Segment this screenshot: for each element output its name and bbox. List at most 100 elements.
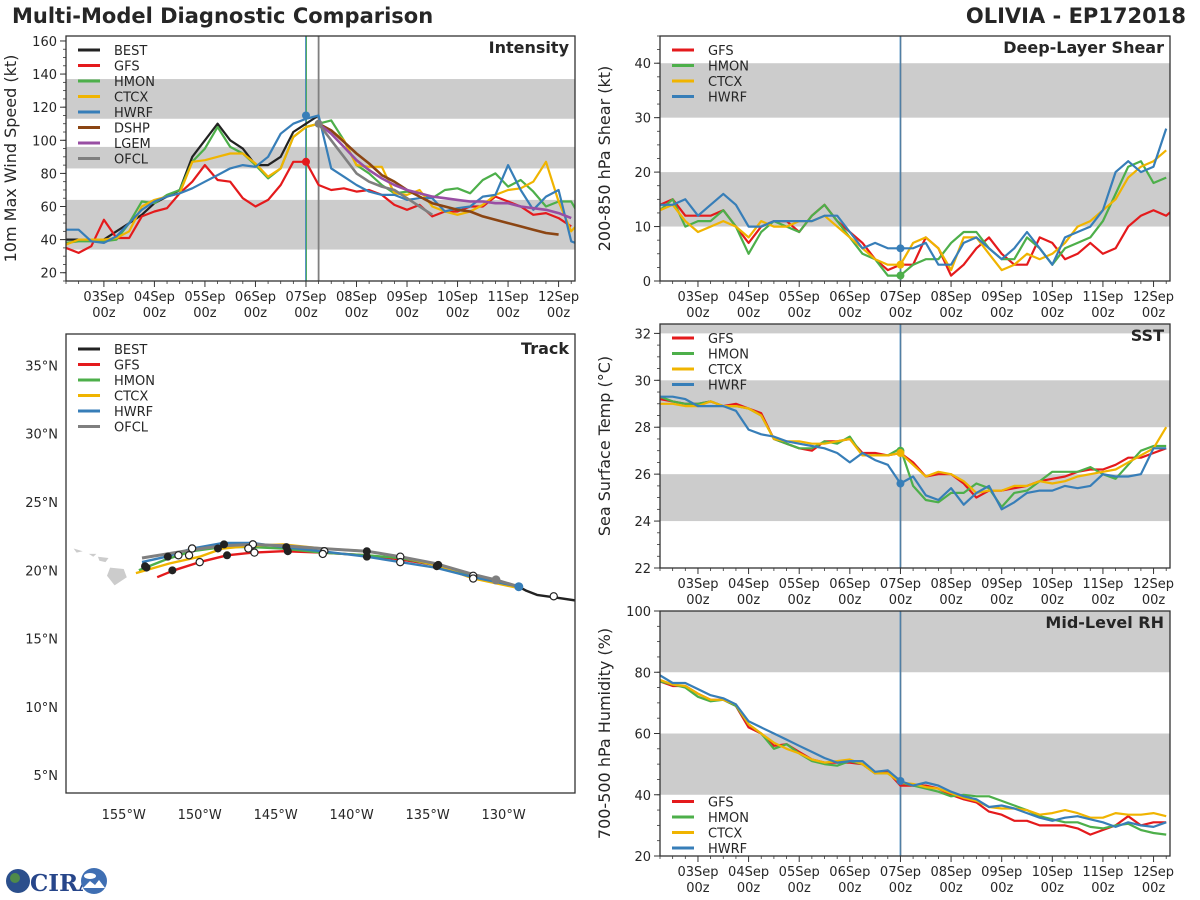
- cloud-badge-icon: [81, 868, 107, 894]
- legend-label-gfs: GFS: [114, 60, 140, 75]
- x-tick-label-hour: 00z: [496, 306, 520, 321]
- y-tick-label: 140: [32, 68, 57, 83]
- x-tick-label-day: 10Sep: [437, 290, 478, 305]
- y-tick-label: 40: [634, 57, 651, 72]
- x-tick-label-hour: 00z: [939, 306, 963, 321]
- x-tick-label-day: 10Sep: [1032, 577, 1073, 592]
- track-point-00z: [362, 552, 371, 561]
- marker-ctcx: [896, 449, 905, 458]
- track-point-12z: [549, 592, 558, 601]
- lon-tick-label: 140°W: [330, 808, 374, 823]
- y-tick-label: 80: [40, 167, 57, 182]
- x-tick-label-day: 07Sep: [880, 577, 921, 592]
- lon-tick-label: 135°W: [406, 808, 450, 823]
- legend-label-ofcl: OFCL: [114, 421, 149, 436]
- series-line-ofcl: [317, 122, 434, 216]
- marker-hwrf: [896, 776, 905, 785]
- series-line-hmon: [660, 160, 1167, 277]
- y-tick-label: 32: [634, 327, 651, 342]
- y-tick-label: 60: [634, 728, 651, 743]
- y-tick-label: 20: [40, 267, 57, 282]
- series-line-hwrf: [660, 674, 1167, 829]
- panel-shear: 01020304003Sep00z04Sep00z05Sep00z06Sep00…: [595, 35, 1174, 321]
- legend-label-hmon: HMON: [708, 348, 749, 363]
- x-tick-label-hour: 00z: [686, 593, 710, 608]
- track-point-00z: [213, 544, 222, 553]
- y-axis-label: 200-850 hPa Shear (kt): [595, 66, 614, 252]
- y-tick-label: 22: [634, 562, 651, 577]
- globe-land: [10, 873, 20, 883]
- panel-title: SST: [1131, 326, 1164, 345]
- track-line-best: [518, 585, 575, 602]
- x-tick-label-day: 06Sep: [235, 290, 276, 305]
- x-tick-label-hour: 00z: [990, 306, 1014, 321]
- x-tick-label-hour: 00z: [838, 593, 862, 608]
- legend-label-ctcx: CTCX: [114, 91, 148, 106]
- map-area: [66, 334, 575, 793]
- plot-content: [660, 611, 1170, 856]
- x-tick-label-hour: 00z: [838, 881, 862, 896]
- legend-label-hwrf: HWRF: [708, 379, 747, 394]
- x-tick-label-hour: 00z: [294, 306, 318, 321]
- x-tick-label-day: 11Sep: [488, 290, 529, 305]
- x-tick-label-day: 09Sep: [981, 865, 1022, 880]
- x-tick-label-day: 03Sep: [83, 290, 124, 305]
- track-ofcl-marker: [491, 575, 501, 585]
- cloud-shape: [84, 873, 96, 879]
- x-tick-label-hour: 00z: [1041, 306, 1065, 321]
- panel-title: Track: [521, 339, 569, 358]
- x-tick-label-day: 09Sep: [386, 290, 427, 305]
- y-tick-label: 30: [634, 374, 651, 389]
- track-point-00z: [432, 562, 441, 571]
- y-tick-label: 10: [634, 221, 651, 236]
- plot-content: [660, 36, 1170, 281]
- x-tick-label-hour: 00z: [990, 881, 1014, 896]
- shaded-band: [660, 172, 1170, 227]
- shaded-band: [660, 380, 1170, 428]
- legend-label-dshp: DSHP: [114, 122, 150, 137]
- track-point-12z: [195, 557, 204, 567]
- legend-label-best: BEST: [114, 44, 147, 59]
- x-tick-label-hour: 00z: [686, 306, 710, 321]
- x-tick-label-day: 08Sep: [336, 290, 377, 305]
- shaded-band: [660, 474, 1170, 522]
- plot-content: [660, 324, 1170, 568]
- x-tick-label-day: 11Sep: [1082, 577, 1123, 592]
- x-tick-label-day: 12Sep: [1133, 290, 1174, 305]
- x-tick-label-day: 07Sep: [880, 865, 921, 880]
- x-tick-label-hour: 00z: [788, 306, 812, 321]
- shaded-band: [66, 199, 575, 250]
- lon-tick-label: 155°W: [102, 808, 146, 823]
- legend-label-hmon: HMON: [708, 811, 749, 826]
- x-tick-label-hour: 00z: [1142, 881, 1166, 896]
- x-tick-label-day: 11Sep: [1082, 865, 1123, 880]
- legend-label-gfs: GFS: [708, 796, 734, 811]
- shaded-band: [66, 79, 575, 119]
- x-tick-label-day: 07Sep: [880, 290, 921, 305]
- y-axis-label: 700-500 hPa Humidity (%): [595, 628, 614, 839]
- x-tick-label-hour: 00z: [737, 306, 761, 321]
- track-point-12z: [318, 549, 327, 559]
- x-tick-label-day: 05Sep: [779, 577, 820, 592]
- x-tick-label-hour: 00z: [244, 306, 268, 321]
- y-tick-label: 60: [40, 201, 57, 216]
- y-tick-label: 100: [32, 134, 57, 149]
- y-tick-label: 0: [643, 275, 651, 290]
- panel-title: Mid-Level RH: [1045, 613, 1164, 632]
- y-tick-label: 160: [32, 35, 57, 50]
- x-tick-label-hour: 00z: [395, 306, 419, 321]
- land-island: [107, 567, 127, 586]
- lat-tick-label: 20°N: [25, 564, 58, 579]
- x-tick-label-hour: 00z: [788, 881, 812, 896]
- legend-label-ctcx: CTCX: [708, 75, 742, 90]
- lat-tick-label: 25°N: [25, 496, 58, 511]
- track-point-00z: [362, 547, 371, 556]
- x-tick-label-day: 08Sep: [931, 290, 972, 305]
- y-tick-label: 40: [40, 234, 57, 249]
- track-point-00z: [223, 551, 232, 560]
- legend-label-lgem: LGEM: [114, 137, 151, 152]
- x-tick-label-day: 04Sep: [728, 290, 769, 305]
- legend-label-hmon: HMON: [114, 75, 155, 90]
- lon-tick-label: 145°W: [254, 808, 298, 823]
- track-point-12z: [184, 551, 194, 560]
